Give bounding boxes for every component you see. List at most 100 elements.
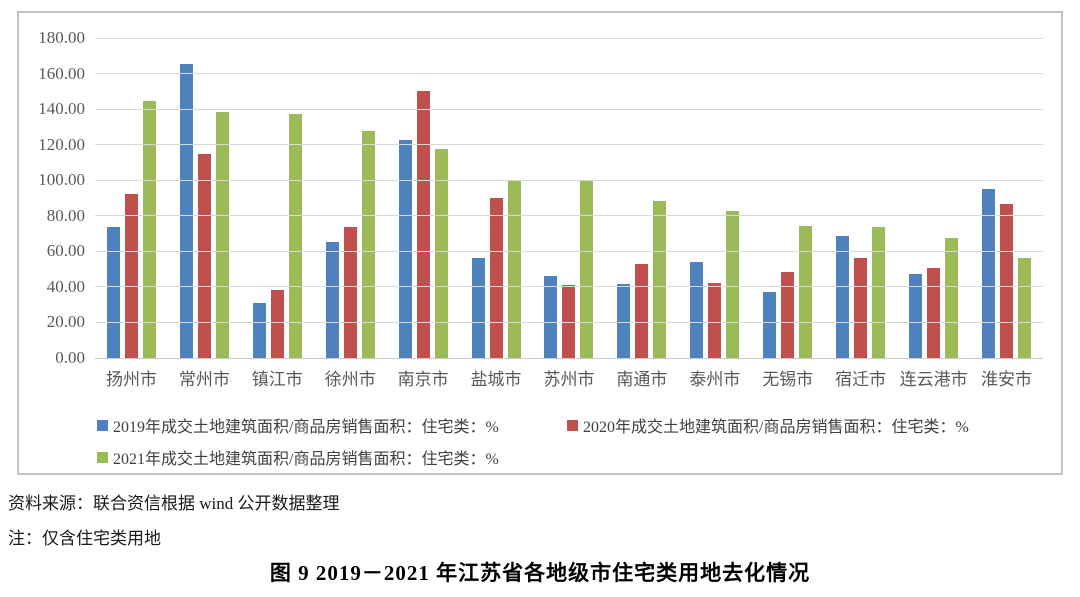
legend-label: 2019年成交土地建筑面积/商品房销售面积：住宅类：% <box>113 419 499 436</box>
bar-series-1-苏州市 <box>562 285 576 358</box>
bar-group <box>533 38 606 358</box>
bar-series-0-南京市 <box>398 140 412 358</box>
legend-label: 2021年成交土地建筑面积/商品房销售面积：住宅类：% <box>113 451 499 468</box>
bar-group <box>751 38 824 358</box>
x-tick-label: 淮安市 <box>981 370 1033 389</box>
bar-series-1-连云港市 <box>927 268 941 358</box>
bar-series-1-常州市 <box>197 153 211 358</box>
bar-series-2-苏州市 <box>580 181 594 358</box>
gridline <box>95 250 1043 252</box>
bar-series-0-盐城市 <box>471 257 485 358</box>
bar-series-0-扬州市 <box>106 227 120 358</box>
bar-groups <box>95 38 1043 358</box>
bar-series-2-徐州市 <box>361 131 375 358</box>
bar-series-0-常州市 <box>179 63 193 358</box>
gridline <box>95 73 1043 75</box>
bar-series-2-南京市 <box>434 149 448 358</box>
bar-series-2-淮安市 <box>1018 257 1032 358</box>
bar-group <box>970 38 1043 358</box>
y-tick-label: 0.00 <box>55 348 85 367</box>
gridline <box>95 144 1043 146</box>
bar-group <box>678 38 751 358</box>
bar-series-1-镇江市 <box>270 290 284 358</box>
x-tick-label: 南通市 <box>616 370 668 389</box>
bar-series-2-南通市 <box>653 200 667 358</box>
y-tick-label: 60.00 <box>46 241 85 261</box>
bar-series-1-盐城市 <box>489 198 503 358</box>
bar-series-2-扬州市 <box>142 101 156 358</box>
bar-series-1-淮安市 <box>1000 204 1014 358</box>
bar-series-0-镇江市 <box>252 302 266 358</box>
y-tick-label: 120.00 <box>38 134 85 154</box>
bar-group <box>241 38 314 358</box>
y-axis: 0.00 20.00 40.00 60.00 80.00 100.00 120.00 140.… <box>19 28 85 367</box>
bar-series-2-常州市 <box>215 111 229 358</box>
legend-marker-icon <box>97 451 108 463</box>
bar-series-0-南通市 <box>617 284 631 358</box>
y-tick-label: 40.00 <box>46 276 85 296</box>
gridline <box>95 286 1043 288</box>
x-tick-label: 南京市 <box>397 370 449 389</box>
x-tick-label: 宿迁市 <box>835 370 887 389</box>
y-tick-label: 80.00 <box>46 205 85 225</box>
gridline <box>95 108 1043 110</box>
legend-item: 2021年成交土地建筑面积/商品房销售面积：住宅类：% <box>97 445 499 469</box>
x-axis-line <box>95 357 1043 359</box>
x-tick-label: 泰州市 <box>689 370 741 389</box>
y-tick-label: 100.00 <box>38 170 85 190</box>
legend-item: 2020年成交土地建筑面积/商品房销售面积：住宅类：% <box>567 413 969 437</box>
bar-series-0-徐州市 <box>325 241 339 358</box>
bar-series-1-宿迁市 <box>854 258 868 358</box>
bar-series-0-泰州市 <box>690 262 704 358</box>
bar-series-0-连云港市 <box>909 273 923 358</box>
bar-series-1-无锡市 <box>781 271 795 358</box>
gridline <box>95 37 1043 39</box>
bar-group <box>824 38 897 358</box>
x-tick-label: 苏州市 <box>543 370 595 389</box>
bar-series-2-泰州市 <box>726 211 740 358</box>
legend-marker-icon <box>567 419 578 431</box>
y-tick-label: 20.00 <box>46 312 85 332</box>
source-note: 资料来源：联合资信根据 wind 公开数据整理 <box>8 494 340 513</box>
figure-caption: 图 9 2019－2021 年江苏省各地级市住宅类用地去化情况 <box>269 561 811 585</box>
gridline <box>95 215 1043 217</box>
chart-container: 0.00 20.00 40.00 60.00 80.00 100.00 120.00 140.… <box>17 11 1063 475</box>
bar-series-2-连云港市 <box>945 238 959 358</box>
x-tick-label: 盐城市 <box>470 370 522 389</box>
bar-series-2-宿迁市 <box>872 227 886 358</box>
bar-group <box>605 38 678 358</box>
plot-area <box>95 37 1043 359</box>
legend-item: 2019年成交土地建筑面积/商品房销售面积：住宅类：% <box>97 413 499 437</box>
legend-marker-icon <box>97 419 108 431</box>
bar-group <box>387 38 460 358</box>
x-tick-label: 连云港市 <box>899 370 968 389</box>
x-tick-label: 徐州市 <box>324 370 376 389</box>
x-tick-label: 无锡市 <box>762 370 814 389</box>
bar-series-2-盐城市 <box>507 180 521 358</box>
bar-group <box>314 38 387 358</box>
bar-group <box>897 38 970 358</box>
legend-label: 2020年成交土地建筑面积/商品房销售面积：住宅类：% <box>583 419 969 436</box>
bar-group <box>460 38 533 358</box>
data-note: 注：仅含住宅类用地 <box>8 529 161 548</box>
bar-series-0-无锡市 <box>763 292 777 358</box>
bar-group <box>168 38 241 358</box>
x-axis: 扬州市 常州市 镇江市 徐州市 南京市 盐城市 苏州市 南通市 泰州市 无锡市 宿迁市 连云港市 淮安市 <box>95 365 1043 390</box>
x-tick-label: 镇江市 <box>251 370 303 389</box>
bar-series-0-宿迁市 <box>836 236 850 358</box>
y-tick-label: 160.00 <box>38 63 85 83</box>
gridline <box>95 179 1043 181</box>
bar-series-2-镇江市 <box>288 113 302 358</box>
x-tick-label: 常州市 <box>178 370 230 389</box>
y-tick-label: 180.00 <box>38 28 85 47</box>
bar-series-2-无锡市 <box>799 226 813 358</box>
bar-series-0-淮安市 <box>982 189 996 358</box>
bar-series-1-南京市 <box>416 91 430 358</box>
gridline <box>95 321 1043 323</box>
bar-series-0-苏州市 <box>544 276 558 358</box>
bar-series-1-徐州市 <box>343 227 357 358</box>
y-tick-label: 140.00 <box>38 99 85 119</box>
bar-series-1-泰州市 <box>708 283 722 358</box>
bar-group <box>95 38 168 358</box>
x-tick-label: 扬州市 <box>105 370 157 389</box>
